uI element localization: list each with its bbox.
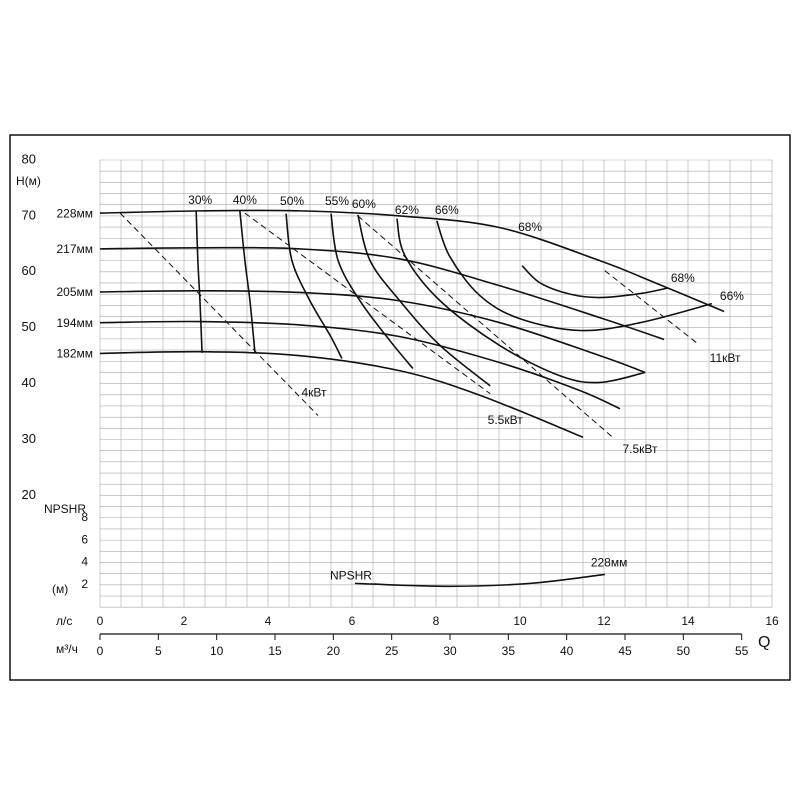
impeller-label: 205мм bbox=[56, 285, 93, 299]
efficiency-curve bbox=[357, 214, 491, 387]
x2-tick-label: 5 bbox=[155, 644, 162, 658]
power-line bbox=[357, 215, 613, 438]
x-tick-label: 14 bbox=[681, 614, 695, 628]
y-tick-label: 60 bbox=[22, 263, 36, 278]
efficiency-curve bbox=[195, 210, 203, 353]
efficiency-label: 40% bbox=[233, 193, 257, 207]
x2-tick-label: 35 bbox=[502, 644, 516, 658]
power-label: 7.5кВт bbox=[622, 442, 658, 456]
y-tick-label: 80 bbox=[22, 151, 36, 166]
x-tick-label: 8 bbox=[433, 614, 440, 628]
x2-tick-label: 30 bbox=[443, 644, 457, 658]
y-axis-label: H(м) bbox=[16, 174, 41, 188]
frame bbox=[9, 134, 791, 681]
x-tick-label: 10 bbox=[513, 614, 527, 628]
x-tick-label: 16 bbox=[765, 614, 779, 628]
impeller-label: 182мм bbox=[56, 347, 93, 361]
efficiency-curve bbox=[521, 265, 668, 299]
efficiency-label: 55% bbox=[325, 194, 349, 208]
x2-tick-label: 50 bbox=[677, 644, 691, 658]
y2-unit-label: (м) bbox=[52, 582, 68, 596]
x-tick-label: 6 bbox=[349, 614, 356, 628]
head-curve bbox=[99, 209, 725, 313]
x2-tick-label: 25 bbox=[385, 644, 399, 658]
y2-tick-label: 6 bbox=[81, 532, 88, 546]
x-tick-label: 0 bbox=[97, 614, 104, 628]
impeller-label: 217мм bbox=[56, 242, 93, 256]
x-axis-label: л/с bbox=[56, 614, 72, 628]
y2-axis-label: NPSHR bbox=[44, 502, 86, 516]
power-label: 4кВт bbox=[301, 386, 327, 400]
y-tick-label: 50 bbox=[22, 319, 36, 334]
power-label: 5.5кВт bbox=[488, 413, 524, 427]
efficiency-curve bbox=[330, 213, 414, 370]
efficiency-curve bbox=[396, 218, 646, 384]
x-tick-label: 2 bbox=[181, 614, 188, 628]
q-label: Q bbox=[758, 634, 770, 651]
npshr-name: 228мм bbox=[591, 556, 628, 570]
power-line bbox=[244, 212, 491, 395]
y-tick-label: 20 bbox=[22, 487, 36, 502]
power-line bbox=[604, 270, 699, 345]
efficiency-label: 50% bbox=[280, 194, 304, 208]
efficiency-label: 68% bbox=[671, 271, 695, 285]
x2-tick-label: 15 bbox=[268, 644, 282, 658]
efficiency-label: 66% bbox=[435, 203, 459, 217]
x2-tick-label: 0 bbox=[97, 644, 104, 658]
impeller-label: 228мм bbox=[56, 206, 93, 220]
efficiency-label: 66% bbox=[720, 289, 744, 303]
head-curve bbox=[99, 320, 621, 410]
x2-tick-label: 40 bbox=[560, 644, 574, 658]
x2-tick-label: 20 bbox=[327, 644, 341, 658]
x2-tick-label: 55 bbox=[735, 644, 749, 658]
y2-tick-label: 8 bbox=[81, 510, 88, 524]
x-tick-label: 12 bbox=[597, 614, 611, 628]
head-curve bbox=[99, 350, 584, 439]
efficiency-label: 68% bbox=[518, 220, 542, 234]
head-curve bbox=[99, 246, 665, 341]
y-tick-label: 40 bbox=[22, 375, 36, 390]
efficiency-curve bbox=[436, 220, 713, 332]
impeller-label: 194мм bbox=[56, 316, 93, 330]
npshr-label: NPSHR bbox=[330, 569, 372, 583]
power-line bbox=[119, 212, 319, 416]
efficiency-label: 62% bbox=[395, 203, 419, 217]
x-tick-label: 4 bbox=[265, 614, 272, 628]
y-tick-label: 30 bbox=[22, 431, 36, 446]
power-label: 11кВт bbox=[710, 351, 741, 365]
efficiency-label: 60% bbox=[352, 197, 376, 211]
y-tick-label: 70 bbox=[22, 207, 36, 222]
efficiency-curve bbox=[239, 210, 256, 353]
x2-axis-label: м³/ч bbox=[56, 642, 78, 656]
x2-tick-label: 10 bbox=[210, 644, 224, 658]
y2-tick-label: 4 bbox=[81, 555, 88, 569]
npshr-curve bbox=[354, 573, 605, 588]
efficiency-label: 30% bbox=[188, 193, 212, 207]
y2-tick-label: 2 bbox=[81, 577, 88, 591]
x2-tick-label: 45 bbox=[618, 644, 632, 658]
